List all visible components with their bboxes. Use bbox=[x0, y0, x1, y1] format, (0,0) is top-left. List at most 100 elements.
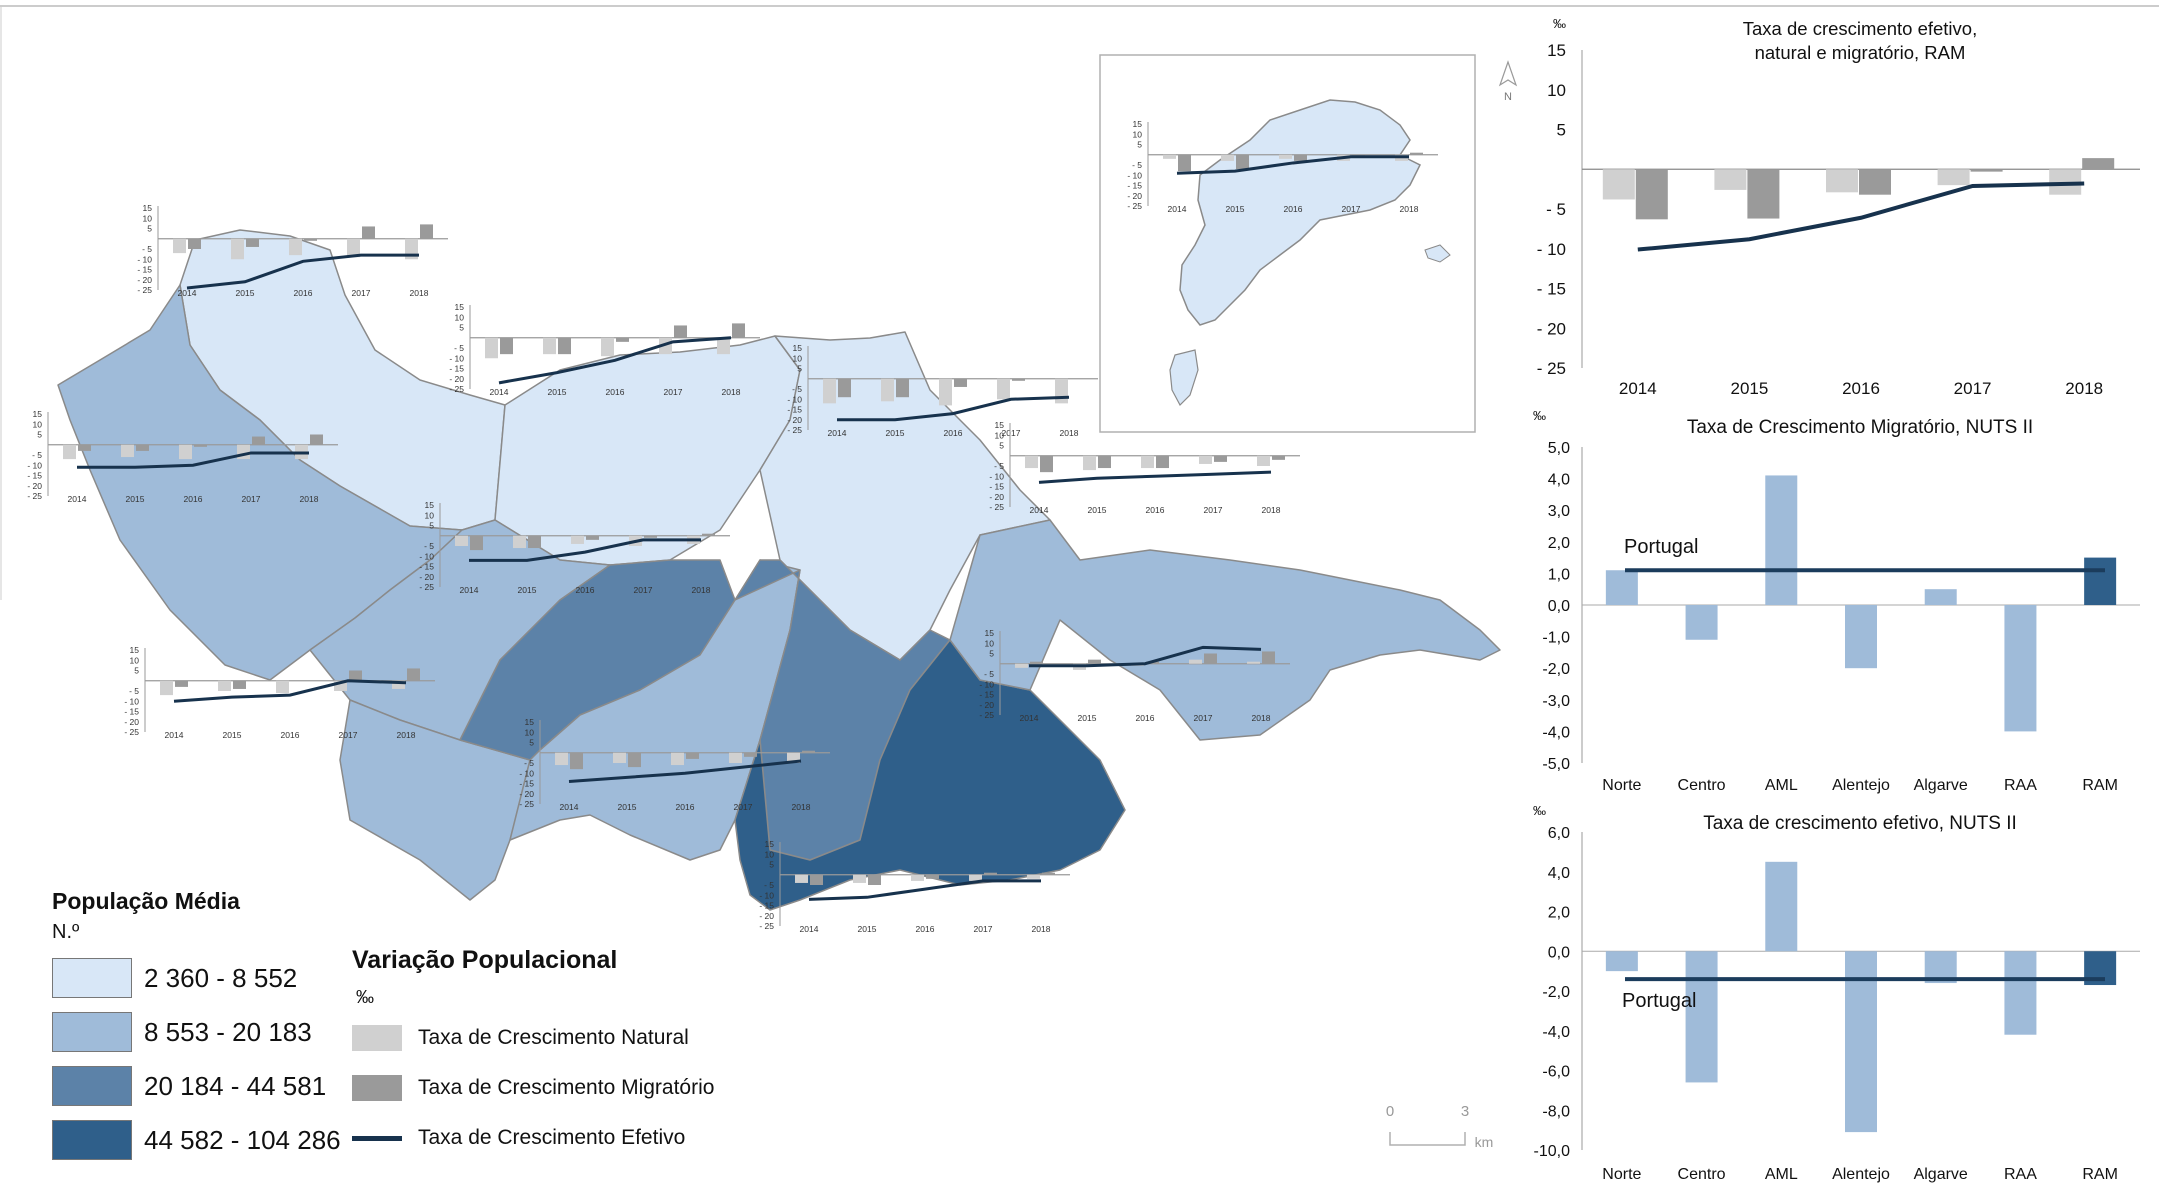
mini-year-label: 2015 bbox=[886, 428, 905, 438]
mini-year-label: 2018 bbox=[692, 585, 711, 595]
mini-migratory-bar bbox=[802, 750, 815, 753]
mini-tick-label: 5 bbox=[999, 441, 1004, 451]
y-tick-label: -2,0 bbox=[1542, 661, 1570, 678]
mini-tick-label: 15 bbox=[985, 628, 995, 638]
variation-legend-row: Taxa de Crescimento Natural bbox=[352, 1018, 752, 1058]
mini-migratory-bar bbox=[616, 337, 629, 342]
mini-migratory-bar bbox=[233, 680, 246, 689]
mini-tick-label: 5 bbox=[1137, 140, 1142, 150]
mini-year-label: 2016 bbox=[1146, 505, 1165, 515]
mini-natural-bar bbox=[347, 238, 360, 258]
right-charts: Taxa de crescimento efetivo, natural e mi… bbox=[1533, 16, 2140, 1183]
mini-migratory-bar bbox=[838, 378, 851, 398]
mini-natural-bar bbox=[555, 752, 568, 766]
mini-natural-bar bbox=[513, 535, 526, 549]
mini-migratory-bar bbox=[954, 378, 967, 387]
mini-migratory-bar bbox=[136, 444, 149, 451]
mini-tick-label: - 10 bbox=[419, 551, 434, 561]
mini-year-label: 2017 bbox=[242, 494, 261, 504]
x-tick-label: Norte bbox=[1602, 1166, 1641, 1183]
mini-year-label: 2018 bbox=[397, 730, 416, 740]
y-tick-label: -8,0 bbox=[1542, 1103, 1570, 1120]
population-legend: População Média N.º 2 360 - 8 552 8 553 … bbox=[52, 888, 372, 1160]
mini-tick-label: - 10 bbox=[124, 696, 139, 706]
legend-row: 44 582 - 104 286 bbox=[52, 1120, 372, 1160]
mini-natural-bar bbox=[1189, 659, 1202, 664]
mini-natural-bar bbox=[795, 874, 808, 883]
mini-migratory-bar bbox=[304, 238, 317, 241]
x-tick-label: Norte bbox=[1602, 777, 1641, 794]
mini-year-label: 2015 bbox=[1226, 204, 1245, 214]
mini-tick-label: - 20 bbox=[27, 481, 42, 491]
mini-year-label: 2018 bbox=[1060, 428, 1079, 438]
mini-year-label: 2014 bbox=[178, 288, 197, 298]
chart-title: Taxa de crescimento efetivo, bbox=[1743, 18, 1977, 39]
mini-tick-label: - 10 bbox=[27, 460, 42, 470]
mini-migratory-bar bbox=[570, 752, 583, 770]
mini-tick-label: - 25 bbox=[1127, 201, 1142, 211]
ram-growth-chart: Taxa de crescimento efetivo, natural e mi… bbox=[1537, 16, 2140, 398]
y-tick-label: - 5 bbox=[1546, 200, 1566, 219]
mini-year-label: 2016 bbox=[1136, 713, 1155, 723]
mini-migratory-bar bbox=[628, 752, 641, 768]
x-tick-label: Alentejo bbox=[1832, 777, 1890, 794]
effective-line bbox=[1637, 181, 2085, 252]
chart-title: natural e migratório, RAM bbox=[1755, 42, 1966, 63]
mini-migratory-bar bbox=[1040, 455, 1053, 473]
north-arrow-icon bbox=[1498, 60, 1518, 87]
mini-year-label: 2015 bbox=[618, 802, 637, 812]
y-tick-label: 0,0 bbox=[1548, 598, 1570, 615]
mini-migratory-bar bbox=[175, 680, 188, 687]
legend-swatch bbox=[52, 958, 132, 998]
x-tick-label: Centro bbox=[1678, 777, 1726, 794]
y-tick-label: -1,0 bbox=[1542, 630, 1570, 647]
mini-tick-label: - 5 bbox=[424, 541, 434, 551]
legend-label: 20 184 - 44 581 bbox=[144, 1070, 327, 1101]
legend-unit: N.º bbox=[52, 921, 80, 943]
mini-tick-label: 10 bbox=[995, 430, 1005, 440]
mini-tick-label: 10 bbox=[1133, 129, 1143, 139]
mini-migratory-bar bbox=[1098, 455, 1111, 469]
mini-tick-label: 5 bbox=[989, 649, 994, 659]
mini-tick-label: - 25 bbox=[137, 285, 152, 295]
natural-bar bbox=[1602, 169, 1635, 200]
mini-natural-bar bbox=[392, 680, 405, 689]
y-tick-label: -10,0 bbox=[1534, 1143, 1571, 1160]
mini-tick-label: - 15 bbox=[1127, 181, 1142, 191]
x-tick-label: 2014 bbox=[1619, 379, 1657, 398]
region-bar bbox=[1845, 605, 1877, 669]
region-bar bbox=[2004, 951, 2037, 1035]
y-tick-label: 0,0 bbox=[1548, 944, 1570, 961]
y-tick-label: 4,0 bbox=[1548, 865, 1570, 882]
mini-tick-label: 10 bbox=[33, 419, 43, 429]
mini-migratory-bar bbox=[1204, 653, 1217, 664]
mini-tick-label: - 20 bbox=[419, 572, 434, 582]
mini-tick-label: - 20 bbox=[989, 492, 1004, 502]
municipality-polygon bbox=[949, 519, 1501, 741]
inset-frame bbox=[1099, 54, 1476, 433]
y-tick-label: -3,0 bbox=[1542, 693, 1570, 710]
mini-tick-label: 5 bbox=[529, 738, 534, 748]
y-tick-label: - 15 bbox=[1537, 280, 1566, 299]
mini-migratory-bar bbox=[500, 337, 513, 355]
mini-natural-bar bbox=[485, 337, 498, 359]
ram-bar bbox=[2084, 557, 2117, 605]
mini-effective-line bbox=[1029, 645, 1262, 668]
y-tick-label: 15 bbox=[1547, 41, 1566, 60]
region-bar bbox=[1605, 951, 1638, 972]
legend-label: 2 360 - 8 552 bbox=[144, 962, 298, 993]
mini-natural-bar bbox=[231, 238, 244, 260]
mini-tick-label: - 25 bbox=[787, 425, 802, 435]
mini-tick-label: - 10 bbox=[137, 254, 152, 264]
mini-migratory-bar bbox=[252, 436, 265, 445]
mini-migratory-bar bbox=[984, 872, 997, 875]
nuts-effective-chart: Taxa de crescimento efetivo, NUTS II ‰6,0… bbox=[1533, 803, 2140, 1183]
mini-year-label: 2018 bbox=[1262, 505, 1281, 515]
chart-unit: ‰ bbox=[1533, 803, 1546, 818]
region-bar bbox=[1605, 570, 1638, 605]
mini-tick-label: - 15 bbox=[124, 707, 139, 717]
mini-natural-bar bbox=[543, 337, 556, 355]
